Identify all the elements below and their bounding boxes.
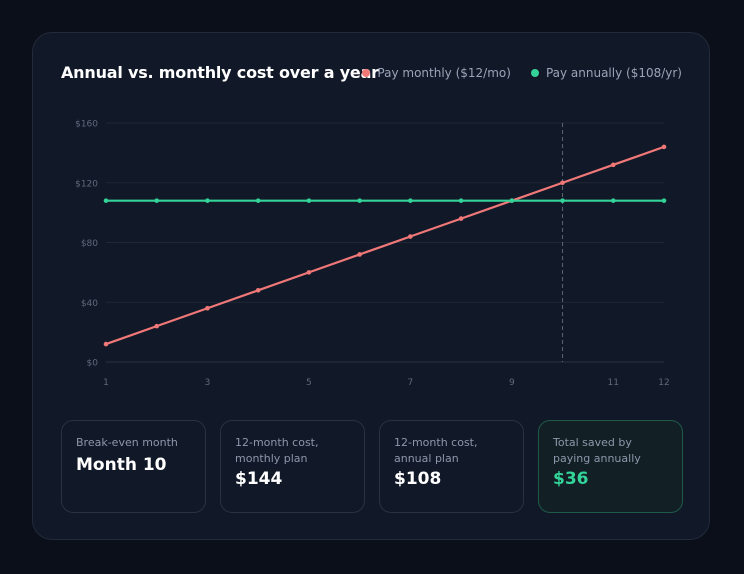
stat-total-saved: Total saved by paying annually $36	[538, 420, 683, 513]
data-point-monthly	[255, 288, 261, 293]
y-tick-label: $160	[75, 120, 98, 130]
stat-monthly-cost-label: 12-month cost, monthly plan	[235, 436, 319, 465]
stat-monthly-cost: 12-month cost, monthly plan $144	[220, 420, 365, 513]
data-point-annually	[509, 198, 515, 203]
stat-annual-cost-label: 12-month cost, annual plan	[394, 436, 478, 465]
chart-title: Annual vs. monthly cost over a year	[61, 63, 379, 82]
chart-card: Annual vs. monthly cost over a year Pay …	[32, 32, 710, 540]
data-point-annually	[458, 198, 464, 203]
legend-label-monthly: Pay monthly ($12/mo)	[377, 66, 511, 80]
data-point-annually	[205, 198, 210, 203]
data-point-monthly	[306, 270, 312, 275]
legend-dot-monthly	[362, 69, 371, 77]
y-tick-label: $40	[81, 299, 98, 309]
data-point-monthly	[610, 162, 616, 168]
series-line-monthly	[104, 145, 666, 346]
data-point-annually	[306, 198, 312, 203]
stat-annual-cost-value: $108	[394, 469, 442, 489]
x-tick-label: 7	[407, 378, 413, 388]
x-tick-label: 11	[608, 378, 619, 388]
data-point-monthly	[357, 252, 362, 257]
legend-label-annually: Pay annually ($108/yr)	[545, 66, 682, 80]
data-point-annually	[255, 198, 261, 203]
data-point-monthly	[408, 234, 413, 239]
stats-row: Break-even month Month 10 12-month cost,…	[61, 420, 683, 513]
line-chart: $0 $40 $80 $120 $160 1 3 5 7 9 11 12	[75, 120, 670, 389]
stat-break-even-value: Month 10	[76, 455, 167, 475]
data-point-annually	[357, 198, 362, 203]
stat-annual-cost: 12-month cost, annual plan $108	[379, 420, 524, 513]
data-point-monthly	[458, 216, 464, 221]
data-point-annually	[560, 198, 565, 203]
legend-dot-annually	[530, 69, 539, 77]
data-point-monthly	[661, 144, 667, 150]
x-tick-label: 3	[205, 378, 211, 388]
legend-item-monthly: Pay monthly ($12/mo)	[362, 66, 511, 80]
stat-break-even-label: Break-even month	[76, 436, 178, 449]
x-tick-label: 9	[509, 378, 515, 388]
y-tick-label: $120	[75, 179, 98, 189]
data-point-monthly	[560, 180, 565, 186]
data-point-monthly	[103, 341, 109, 347]
data-point-annually	[154, 198, 160, 203]
chart-legend: Pay monthly ($12/mo) Pay annually ($108/…	[362, 66, 682, 80]
data-point-annually	[661, 198, 667, 203]
stat-monthly-cost-value: $144	[235, 469, 283, 489]
data-point-annually	[103, 198, 109, 203]
stat-total-saved-label: Total saved by paying annually	[553, 436, 641, 465]
stat-break-even: Break-even month Month 10	[61, 420, 206, 513]
y-tick-label: $0	[87, 359, 99, 369]
data-point-monthly	[154, 323, 160, 329]
data-point-annually	[408, 198, 413, 203]
data-point-annually	[610, 198, 616, 203]
legend-item-annually: Pay annually ($108/yr)	[530, 66, 682, 80]
data-point-monthly	[205, 305, 210, 311]
x-tick-label: 1	[103, 378, 109, 388]
y-tick-label: $80	[81, 239, 98, 249]
stat-total-saved-value: $36	[553, 469, 589, 489]
x-tick-label: 5	[306, 378, 312, 388]
x-tick-label: 12	[658, 378, 669, 388]
